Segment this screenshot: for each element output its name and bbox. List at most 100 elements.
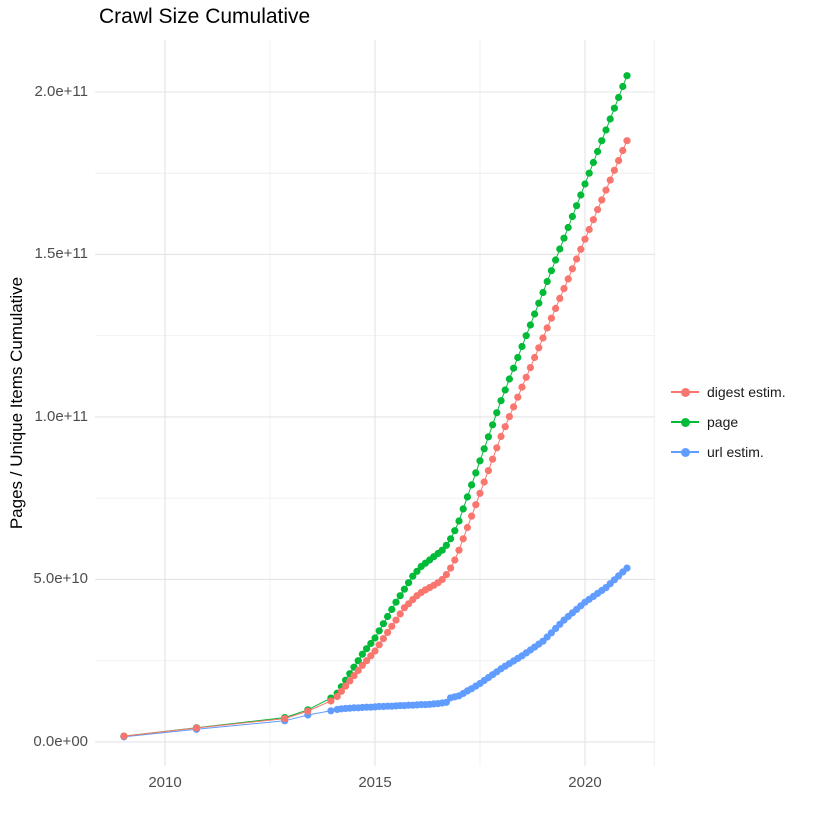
data-point-digest-estim- xyxy=(480,478,488,486)
data-point-page xyxy=(367,639,375,648)
data-point-page xyxy=(438,546,446,554)
data-point-digest-estim- xyxy=(594,206,602,214)
data-point-page xyxy=(589,158,598,167)
data-point-digest-estim- xyxy=(535,344,543,352)
legend: digest estim. page url estim. xyxy=(670,377,786,467)
data-point-page xyxy=(539,288,547,297)
data-point-digest-estim- xyxy=(615,157,623,165)
data-point-page xyxy=(392,598,400,606)
data-point-digest-estim- xyxy=(556,294,564,302)
data-point-page xyxy=(405,579,413,587)
data-point-digest-estim- xyxy=(598,196,606,204)
data-point-digest-estim- xyxy=(589,216,598,224)
data-point-digest-estim- xyxy=(610,166,619,174)
legend-key-icon xyxy=(670,377,700,407)
data-point-digest-estim- xyxy=(539,334,547,342)
data-point-page xyxy=(619,82,627,91)
data-point-digest-estim- xyxy=(573,255,581,263)
data-point-digest-estim- xyxy=(531,353,539,362)
data-point-page xyxy=(522,332,530,340)
data-point-digest-estim- xyxy=(489,455,497,463)
data-point-page xyxy=(472,469,480,477)
data-point-digest-estim- xyxy=(568,265,577,273)
data-point-page xyxy=(531,310,539,318)
data-point-page xyxy=(413,567,421,575)
data-point-digest-estim- xyxy=(543,324,551,332)
y-tick-label: 2.0e+11 xyxy=(34,82,88,100)
data-point-digest-estim- xyxy=(327,697,335,705)
data-point-digest-estim- xyxy=(526,364,535,372)
data-point-page xyxy=(497,397,505,405)
data-point-digest-estim- xyxy=(602,186,610,194)
data-point-page xyxy=(396,592,404,600)
data-point-digest-estim- xyxy=(514,393,522,401)
data-point-digest-estim- xyxy=(392,616,400,624)
data-point-page xyxy=(509,364,518,372)
data-point-page xyxy=(463,493,471,501)
data-point-digest-estim- xyxy=(581,235,589,243)
data-point-page xyxy=(573,202,581,210)
data-point-digest-estim- xyxy=(384,628,392,637)
x-tick-label: 2020 xyxy=(568,774,602,791)
data-point-digest-estim- xyxy=(623,137,631,145)
data-point-digest-estim- xyxy=(337,687,345,695)
data-point-page xyxy=(388,605,396,614)
legend-label: page xyxy=(707,414,739,430)
data-point-digest-estim- xyxy=(350,672,358,680)
legend-key-icon xyxy=(670,437,700,467)
data-point-page xyxy=(602,126,610,134)
data-point-page xyxy=(606,115,614,123)
legend-item-digest-estim-: digest estim. xyxy=(670,377,786,407)
data-point-digest-estim- xyxy=(396,610,404,618)
data-point-digest-estim- xyxy=(304,707,312,715)
data-point-digest-estim- xyxy=(547,314,556,322)
chart-title: Crawl Size Cumulative xyxy=(99,5,311,28)
data-point-page xyxy=(455,517,463,525)
data-point-page xyxy=(459,505,467,513)
y-tick-label: 0.0e+00 xyxy=(33,732,88,750)
data-point-page xyxy=(585,169,593,177)
legend-label: digest estim. xyxy=(707,384,786,400)
data-point-digest-estim- xyxy=(619,146,627,155)
data-point-digest-estim- xyxy=(585,225,593,234)
legend-key-icon xyxy=(670,407,700,437)
legend-item-page: page xyxy=(670,407,786,437)
data-point-page xyxy=(514,353,522,362)
data-point-page xyxy=(568,212,577,221)
data-point-page xyxy=(354,657,362,665)
data-point-page xyxy=(489,421,497,429)
data-point-page xyxy=(476,457,484,465)
data-point-page xyxy=(363,645,371,653)
data-point-digest-estim- xyxy=(342,682,350,690)
y-tick-label: 5.0e+10 xyxy=(33,570,88,588)
data-point-page xyxy=(493,409,501,417)
data-point-digest-estim- xyxy=(468,512,476,520)
data-point-digest-estim- xyxy=(564,275,572,283)
data-point-digest-estim- xyxy=(333,692,341,701)
data-point-page xyxy=(358,650,366,658)
data-point-page xyxy=(552,256,560,264)
data-point-digest-estim- xyxy=(472,501,480,509)
data-point-page xyxy=(480,445,488,453)
data-point-digest-estim- xyxy=(522,373,530,381)
data-point-digest-estim- xyxy=(463,523,471,532)
data-point-digest-estim- xyxy=(442,571,450,579)
data-point-digest-estim- xyxy=(577,245,585,253)
data-point-page xyxy=(560,234,568,242)
data-point-digest-estim- xyxy=(505,413,513,421)
data-point-digest-estim- xyxy=(552,304,560,312)
data-point-page xyxy=(379,620,387,628)
legend-item-url-estim-: url estim. xyxy=(670,437,786,467)
data-point-digest-estim- xyxy=(379,635,387,643)
data-point-digest-estim- xyxy=(447,564,455,572)
data-point-digest-estim- xyxy=(459,535,467,543)
data-point-digest-estim- xyxy=(606,176,614,184)
data-point-page xyxy=(547,267,556,275)
data-point-digest-estim- xyxy=(388,622,396,630)
data-point-page xyxy=(484,433,492,441)
data-point-page xyxy=(442,541,450,549)
x-tick-label: 2015 xyxy=(358,774,392,791)
data-point-digest-estim- xyxy=(375,641,383,649)
data-point-page xyxy=(610,104,619,112)
data-point-page xyxy=(384,612,392,621)
